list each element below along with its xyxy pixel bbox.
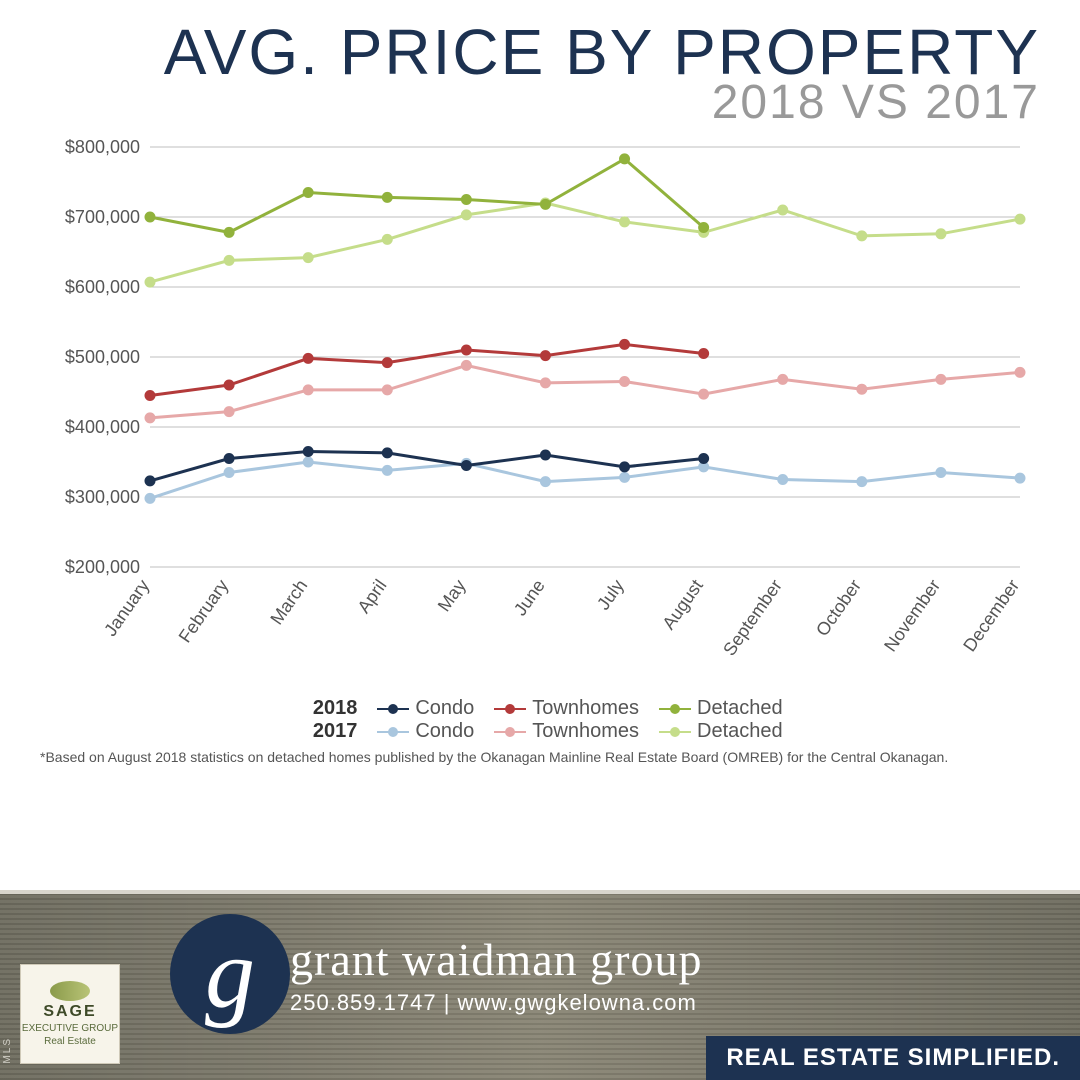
- legend-swatch: [659, 731, 691, 733]
- brand-website: www.gwgkelowna.com: [458, 990, 697, 1015]
- svg-text:$400,000: $400,000: [65, 417, 140, 437]
- legend-label: Detached: [697, 697, 783, 720]
- svg-text:$300,000: $300,000: [65, 487, 140, 507]
- price-line-chart: $200,000 $300,000 $400,000 $500,000 $600,000…: [40, 137, 1040, 697]
- chart-svg: $200,000 $300,000 $400,000 $500,000 $600,000…: [40, 137, 1040, 697]
- sage-sub2: Real Estate: [44, 1036, 96, 1047]
- svg-text:$500,000: $500,000: [65, 347, 140, 367]
- sage-sub1: EXECUTIVE GROUP: [22, 1023, 118, 1034]
- legend-marker-icon: [388, 727, 398, 737]
- legend-item: Townhomes: [494, 697, 639, 720]
- brand-rest: [390, 934, 403, 985]
- svg-text:July: July: [593, 576, 628, 614]
- svg-text:August: August: [658, 576, 707, 633]
- legend-item: Detached: [659, 720, 783, 743]
- footer-tagline: REAL ESTATE SIMPLIFIED.: [706, 1036, 1080, 1080]
- brand-logo-icon: g: [170, 914, 290, 1034]
- brand-name: grant waidman group: [290, 933, 702, 986]
- svg-text:November: November: [880, 576, 944, 655]
- brand-rest-text: waidman group: [402, 934, 702, 985]
- chart-footnote: *Based on August 2018 statistics on deta…: [40, 749, 1040, 765]
- legend-marker-icon: [388, 704, 398, 714]
- svg-text:January: January: [100, 576, 153, 640]
- legend-swatch: [494, 731, 526, 733]
- legend-marker-icon: [505, 704, 515, 714]
- leaf-icon: [50, 981, 90, 1001]
- legend-marker-icon: [670, 727, 680, 737]
- legend-year: 2017: [297, 720, 357, 743]
- footer-banner: MLS SAGE EXECUTIVE GROUP Real Estate g g…: [0, 890, 1080, 1080]
- legend-item: Condo: [377, 720, 474, 743]
- svg-text:May: May: [434, 576, 470, 615]
- legend-label: Condo: [415, 697, 474, 720]
- legend-swatch: [377, 708, 409, 710]
- brand-contact: 250.859.1747 | www.gwgkelowna.com: [290, 990, 702, 1016]
- legend-marker-icon: [505, 727, 515, 737]
- brand-first: grant: [290, 934, 390, 985]
- svg-text:October: October: [812, 576, 865, 640]
- legend-swatch: [659, 708, 691, 710]
- svg-text:June: June: [510, 576, 549, 619]
- sage-name: SAGE: [43, 1003, 96, 1021]
- brand-sep: |: [437, 990, 458, 1015]
- sage-badge: SAGE EXECUTIVE GROUP Real Estate: [20, 964, 120, 1064]
- legend-label: Detached: [697, 720, 783, 743]
- svg-text:February: February: [175, 576, 233, 646]
- svg-text:$200,000: $200,000: [65, 557, 140, 577]
- legend-item: Detached: [659, 697, 783, 720]
- legend-item: Condo: [377, 697, 474, 720]
- legend-marker-icon: [670, 704, 680, 714]
- legend-row: 2017 Condo Townhomes Detached: [190, 720, 890, 743]
- legend-item: Townhomes: [494, 720, 639, 743]
- svg-text:$800,000: $800,000: [65, 137, 140, 157]
- mls-badge: MLS: [2, 1037, 13, 1064]
- svg-text:September: September: [719, 576, 786, 660]
- legend-swatch: [494, 708, 526, 710]
- brand-block: g grant waidman group 250.859.1747 | www…: [170, 914, 702, 1034]
- chart-title: AVG. PRICE BY PROPERTY: [40, 20, 1040, 84]
- legend-label: Condo: [415, 720, 474, 743]
- svg-text:$600,000: $600,000: [65, 277, 140, 297]
- brand-phone: 250.859.1747: [290, 990, 437, 1015]
- legend-swatch: [377, 731, 409, 733]
- legend-label: Townhomes: [532, 720, 639, 743]
- legend-row: 2018 Condo Townhomes Detached: [190, 697, 890, 720]
- svg-text:December: December: [959, 576, 1023, 655]
- legend-label: Townhomes: [532, 697, 639, 720]
- svg-text:April: April: [354, 576, 391, 617]
- svg-text:March: March: [266, 576, 311, 628]
- svg-text:$700,000: $700,000: [65, 207, 140, 227]
- legend-year: 2018: [297, 697, 357, 720]
- chart-legend: 2018 Condo Townhomes Detached 2017 Condo Townh…: [190, 697, 890, 743]
